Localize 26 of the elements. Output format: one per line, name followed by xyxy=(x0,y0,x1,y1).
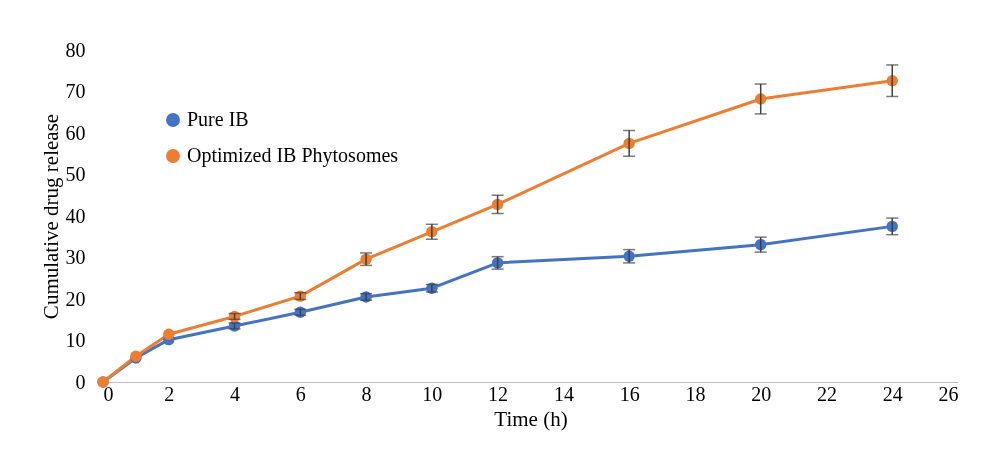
x-tick-label: 20 xyxy=(751,382,772,405)
y-tick-label: 40 xyxy=(65,204,86,227)
x-tick-label: 2 xyxy=(164,382,175,405)
legend-label: Pure IB xyxy=(187,108,249,130)
x-tick-label: 0 xyxy=(103,382,114,405)
y-tick-label: 30 xyxy=(65,246,86,268)
legend-label: Optimized IB Phytosomes xyxy=(187,144,399,167)
x-tick-label: 24 xyxy=(882,382,903,405)
x-axis-title: Time (h) xyxy=(494,406,568,431)
x-tick-label: 10 xyxy=(422,382,443,405)
y-tick-label: 50 xyxy=(65,163,86,185)
y-tick-label: 20 xyxy=(65,287,86,310)
y-axis-title: Cumulative drug release xyxy=(38,113,63,320)
y-tick-label: 80 xyxy=(65,38,86,61)
y-tick-label: 60 xyxy=(65,121,86,144)
x-tick-label: 26 xyxy=(938,382,959,405)
y-tick-label: 70 xyxy=(65,80,86,102)
x-tick-label: 16 xyxy=(619,382,640,405)
x-tick-label: 4 xyxy=(230,382,241,405)
x-tick-label: 14 xyxy=(553,382,574,405)
x-tick-label: 12 xyxy=(488,382,509,405)
y-tick-label: 10 xyxy=(65,329,86,351)
x-tick-label: 6 xyxy=(295,382,306,405)
x-tick-label: 22 xyxy=(816,382,837,405)
x-tick-label: 8 xyxy=(361,382,372,405)
x-tick-label: 18 xyxy=(685,382,706,405)
